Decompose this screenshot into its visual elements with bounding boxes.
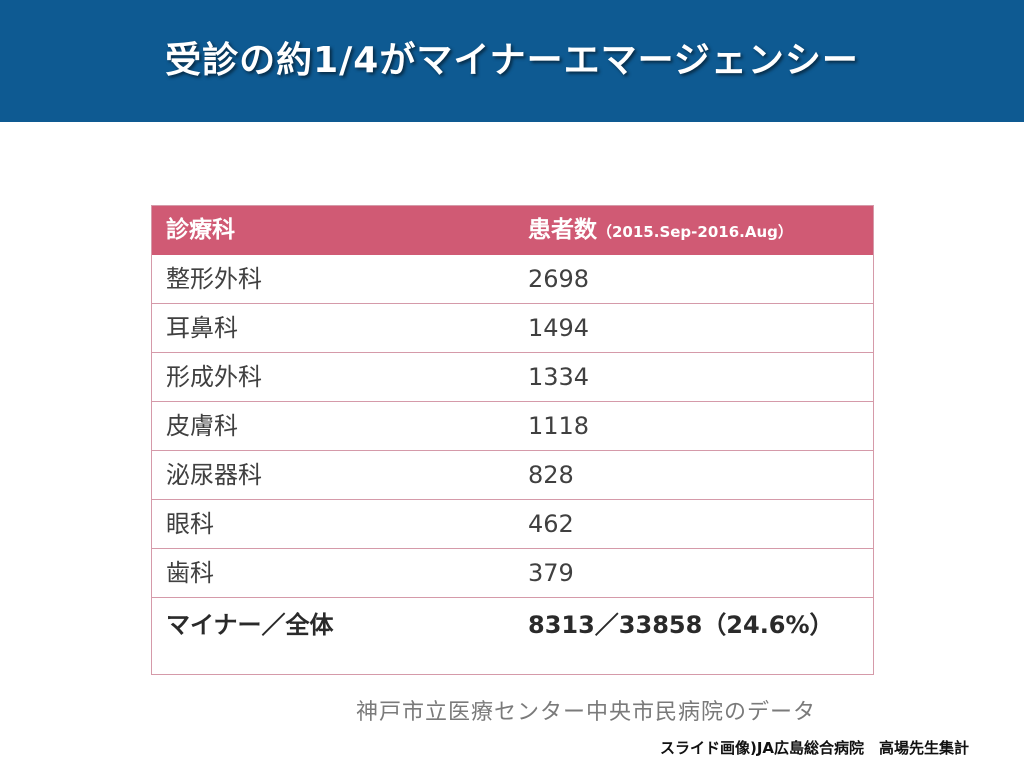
- row-patients: 1118: [528, 412, 590, 440]
- table-row: 眼科 462: [152, 500, 873, 549]
- table-row: 歯科 379: [152, 549, 873, 598]
- row-department: 耳鼻科: [166, 314, 238, 342]
- total-label: マイナー／全体: [166, 611, 334, 639]
- row-department: 整形外科: [166, 265, 262, 293]
- header-period: （2015.Sep-2016.Aug）: [597, 223, 793, 241]
- row-patients: 828: [528, 461, 574, 489]
- row-patients: 379: [528, 559, 574, 587]
- header-patients-label: 患者数: [528, 217, 597, 243]
- table-row: 形成外科 1334: [152, 353, 873, 402]
- row-department: 歯科: [166, 559, 214, 587]
- slide-credit: スライド画像)JA広島総合病院 高場先生集計: [660, 739, 970, 757]
- department-table: 診療科 患者数（2015.Sep-2016.Aug） 整形外科 2698 耳鼻科…: [151, 205, 874, 675]
- row-patients: 1494: [528, 314, 590, 342]
- row-department: 眼科: [166, 510, 214, 538]
- table-row: 泌尿器科 828: [152, 451, 873, 500]
- header-department: 診療科: [166, 217, 235, 243]
- row-patients: 462: [528, 510, 574, 538]
- row-department: 泌尿器科: [166, 461, 262, 489]
- table-row: 皮膚科 1118: [152, 402, 873, 451]
- header-patients: 患者数（2015.Sep-2016.Aug）: [528, 206, 793, 257]
- row-department: 形成外科: [166, 363, 262, 391]
- table-total-row: マイナー／全体 8313／33858（24.6%）: [152, 600, 873, 650]
- row-department: 皮膚科: [166, 412, 238, 440]
- row-patients: 2698: [528, 265, 590, 293]
- table-header-row: 診療科 患者数（2015.Sep-2016.Aug）: [152, 206, 873, 255]
- title-bar: 受診の約1/4がマイナーエマージェンシー: [0, 0, 1024, 122]
- source-note: 神戸市立医療センター中央市民病院のデータ: [356, 700, 817, 725]
- row-patients: 1334: [528, 363, 590, 391]
- table-row: 整形外科 2698: [152, 255, 873, 304]
- slide-title: 受診の約1/4がマイナーエマージェンシー: [165, 40, 859, 81]
- table-row: 耳鼻科 1494: [152, 304, 873, 353]
- total-value: 8313／33858（24.6%）: [528, 611, 834, 639]
